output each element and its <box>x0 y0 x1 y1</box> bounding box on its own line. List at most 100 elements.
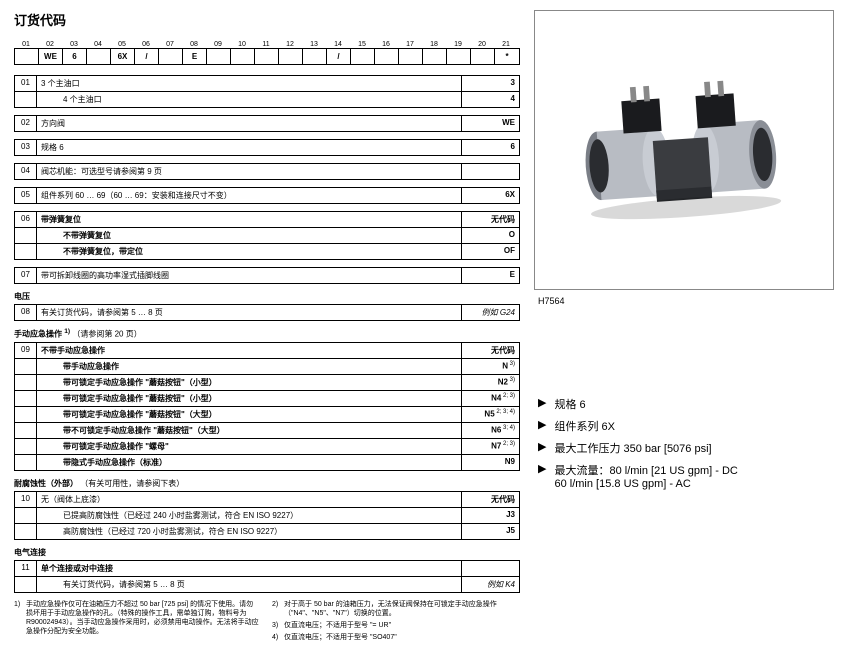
spec-section: 07带可拆卸线圈的高功率湿式插脚线圈E <box>14 267 520 284</box>
oc-col-num: 07 <box>158 41 182 48</box>
feature-item: ▶ 规格 6 <box>538 396 846 412</box>
oc-cell <box>279 49 303 64</box>
spec-section: 04阀芯机能：可选型号请参阅第 9 页 <box>14 163 520 180</box>
spec-row: 11单个连接或对中连接 <box>14 560 520 576</box>
oc-cell <box>15 49 39 64</box>
oc-col-num: 05 <box>110 41 134 48</box>
spec-row: 带可锁定手动应急操作 "螺母"N7 2; 3) <box>14 438 520 454</box>
oc-col-num: 15 <box>350 41 374 48</box>
oc-col-num: 16 <box>374 41 398 48</box>
oc-col-num: 20 <box>470 41 494 48</box>
footnotes: 1)手动应急操作仅可在油箱压力不超过 50 bar [725 psi] 的情况下… <box>14 600 520 645</box>
oc-cell: 6 <box>63 49 87 64</box>
footnote: 3)仅直流电压；不适用于型号 "= UR" <box>272 621 520 630</box>
oc-cell <box>423 49 447 64</box>
spec-row: 带可锁定手动应急操作 "蘑菇按钮"（小型）N2 3) <box>14 374 520 390</box>
footnote: 2)对于高于 50 bar 的油箱压力，无法保证阀保持在可锁定手动应急操作（"N… <box>272 600 520 618</box>
footnote: 1)手动应急操作仅可在油箱压力不超过 50 bar [725 psi] 的情况下… <box>14 600 262 636</box>
solenoid-svg <box>541 55 827 246</box>
bullet-arrow-icon: ▶ <box>538 462 546 490</box>
oc-col-num: 21 <box>494 41 518 48</box>
oc-col-num: 17 <box>398 41 422 48</box>
spec-section: 03规格 66 <box>14 139 520 156</box>
oc-col-num: 19 <box>446 41 470 48</box>
oc-cell: * <box>495 49 519 64</box>
oc-col-num: 13 <box>302 41 326 48</box>
spec-row: 02方向阀WE <box>14 115 520 132</box>
spec-section: 013 个主油口34 个主油口4 <box>14 75 520 108</box>
spec-row: 09不带手动应急操作无代码 <box>14 342 520 358</box>
oc-cell <box>471 49 495 64</box>
feature-item: ▶ 最大工作压力 350 bar [5076 psi] <box>538 440 846 456</box>
oc-cell <box>351 49 375 64</box>
oc-cell <box>303 49 327 64</box>
oc-cell: E <box>183 49 207 64</box>
oc-cell <box>255 49 279 64</box>
oc-col-num: 02 <box>38 41 62 48</box>
spec-row: 高防腐蚀性（已经过 720 小时盐雾测试，符合 EN ISO 9227）J5 <box>14 523 520 540</box>
oc-col-num: 10 <box>230 41 254 48</box>
spec-row: 带隐式手动应急操作（标准）N9 <box>14 454 520 471</box>
footnote: 4)仅直流电压；不适用于型号 "SO407" <box>272 633 520 642</box>
spec-section: 02方向阀WE <box>14 115 520 132</box>
spec-row: 07带可拆卸线圈的高功率湿式插脚线圈E <box>14 267 520 284</box>
oc-cell: / <box>327 49 351 64</box>
oc-col-num: 06 <box>134 41 158 48</box>
feature-text: 组件系列 6X <box>554 418 615 434</box>
feature-item: ▶ 组件系列 6X <box>538 418 846 434</box>
product-image <box>534 10 834 290</box>
oc-cell <box>231 49 255 64</box>
oc-col-num: 11 <box>254 41 278 48</box>
section-manual: 手动应急操作 1) （请参阅第 20 页） 09不带手动应急操作无代码带手动应急… <box>14 328 520 471</box>
oc-col-num: 14 <box>326 41 350 48</box>
ordercode-table: 0102030405060708091011121314151617181920… <box>14 41 520 65</box>
feature-text: 最大流量：80 l/min [21 US gpm] - DC 60 l/min … <box>554 462 737 490</box>
oc-col-num: 08 <box>182 41 206 48</box>
oc-cell: 6X <box>111 49 135 64</box>
spec-row: 不带弹簧复位O <box>14 227 520 243</box>
spec-row: 013 个主油口3 <box>14 75 520 91</box>
section-voltage: 电压 08有关订货代码，请参阅第 5 … 8 页例如 G24 <box>14 291 520 321</box>
spec-row: 有关订货代码，请参阅第 5 … 8 页例如 K4 <box>14 576 520 593</box>
spec-section: 06带弹簧复位无代码不带弹簧复位O不带弹簧复位，带定位OF <box>14 211 520 260</box>
oc-cell <box>207 49 231 64</box>
oc-cell <box>447 49 471 64</box>
spec-row: 05组件系列 60 … 69（60 … 69：安装和连接尺寸不变）6X <box>14 187 520 204</box>
bullet-arrow-icon: ▶ <box>538 396 546 412</box>
oc-col-num: 12 <box>278 41 302 48</box>
spec-row: 带手动应急操作N 3) <box>14 358 520 374</box>
oc-col-num: 18 <box>422 41 446 48</box>
oc-cell <box>159 49 183 64</box>
oc-cell <box>87 49 111 64</box>
oc-cell <box>375 49 399 64</box>
spec-row: 带可锁定手动应急操作 "蘑菇按钮"（大型）N5 2; 3; 4) <box>14 406 520 422</box>
spec-section: 05组件系列 60 … 69（60 … 69：安装和连接尺寸不变）6X <box>14 187 520 204</box>
oc-cell: / <box>135 49 159 64</box>
oc-col-num: 03 <box>62 41 86 48</box>
feature-item: ▶ 最大流量：80 l/min [21 US gpm] - DC 60 l/min… <box>538 462 846 490</box>
feature-list: ▶规格 6▶组件系列 6X▶最大工作压力 350 bar [5076 psi]▶… <box>538 396 846 490</box>
spec-row: 08有关订货代码，请参阅第 5 … 8 页例如 G24 <box>14 304 520 321</box>
oc-col-num: 01 <box>14 41 38 48</box>
spec-row: 带可锁定手动应急操作 "蘑菇按钮"（小型）N4 2; 3) <box>14 390 520 406</box>
image-caption: H7564 <box>538 296 846 306</box>
spec-row: 4 个主油口4 <box>14 91 520 108</box>
spec-row: 带不可锁定手动应急操作 "蘑菇按钮"（大型）N6 3; 4) <box>14 422 520 438</box>
section-corrosion: 耐腐蚀性（外部） （有关可用性，请参阅下表） 10无（阀体上底漆）无代码已提高防… <box>14 478 520 540</box>
spec-row: 不带弹簧复位，带定位OF <box>14 243 520 260</box>
section-electrical: 电气连接 11单个连接或对中连接有关订货代码，请参阅第 5 … 8 页例如 K4 <box>14 547 520 593</box>
feature-text: 最大工作压力 350 bar [5076 psi] <box>554 440 711 456</box>
spec-row: 10无（阀体上底漆）无代码 <box>14 491 520 507</box>
bullet-arrow-icon: ▶ <box>538 418 546 434</box>
bullet-arrow-icon: ▶ <box>538 440 546 456</box>
spec-row: 04阀芯机能：可选型号请参阅第 9 页 <box>14 163 520 180</box>
feature-text: 规格 6 <box>554 396 585 412</box>
spec-row: 06带弹簧复位无代码 <box>14 211 520 227</box>
oc-cell: WE <box>39 49 63 64</box>
page-title: 订货代码 <box>14 10 520 29</box>
oc-col-num: 09 <box>206 41 230 48</box>
spec-row: 03规格 66 <box>14 139 520 156</box>
spec-row: 已提高防腐蚀性（已经过 240 小时盐雾测试，符合 EN ISO 9227）J3 <box>14 507 520 523</box>
oc-cell <box>399 49 423 64</box>
oc-col-num: 04 <box>86 41 110 48</box>
